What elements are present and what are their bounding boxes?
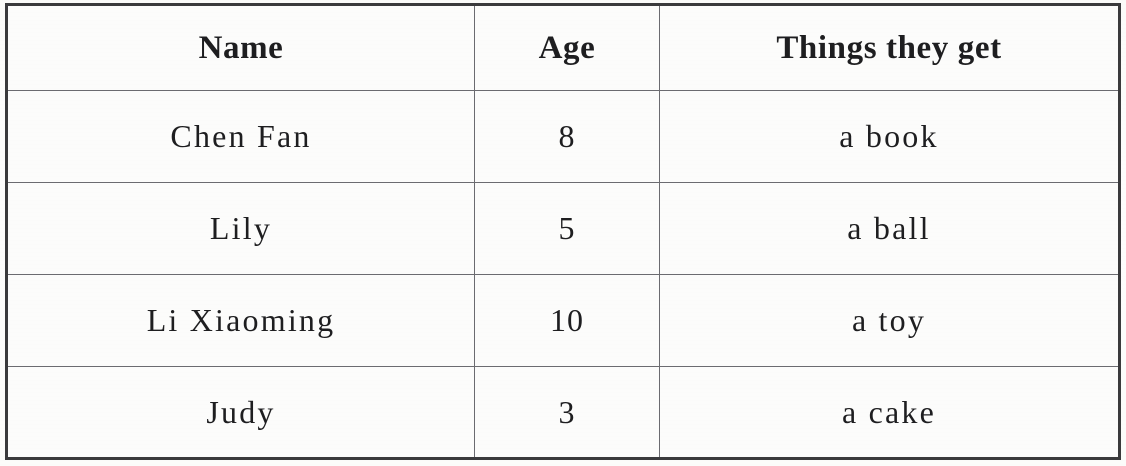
- cell-name: Judy: [6, 366, 475, 459]
- cell-age: 5: [474, 182, 660, 275]
- cell-things: a ball: [659, 182, 1120, 275]
- cell-age: 8: [474, 90, 660, 183]
- cell-things: a book: [659, 90, 1120, 183]
- data-table: Name Age Things they get Chen Fan 8 a bo…: [5, 3, 1121, 460]
- cell-age: 10: [474, 274, 660, 367]
- column-header-age: Age: [474, 4, 660, 91]
- table-header: Name Age Things they get: [6, 4, 1120, 91]
- cell-name: Chen Fan: [6, 90, 475, 183]
- table-body: Chen Fan 8 a book Lily 5 a ball Li Xiaom…: [6, 90, 1120, 459]
- table-container: Name Age Things they get Chen Fan 8 a bo…: [5, 3, 1121, 460]
- table-row: Chen Fan 8 a book: [6, 90, 1120, 183]
- column-header-name: Name: [6, 4, 475, 91]
- table-row: Lily 5 a ball: [6, 182, 1120, 275]
- table-row: Judy 3 a cake: [6, 366, 1120, 459]
- cell-things: a cake: [659, 366, 1120, 459]
- cell-name: Li Xiaoming: [6, 274, 475, 367]
- cell-age: 3: [474, 366, 660, 459]
- table-header-row: Name Age Things they get: [6, 4, 1120, 91]
- column-header-things-they-get: Things they get: [659, 4, 1120, 91]
- cell-name: Lily: [6, 182, 475, 275]
- cell-things: a toy: [659, 274, 1120, 367]
- table-row: Li Xiaoming 10 a toy: [6, 274, 1120, 367]
